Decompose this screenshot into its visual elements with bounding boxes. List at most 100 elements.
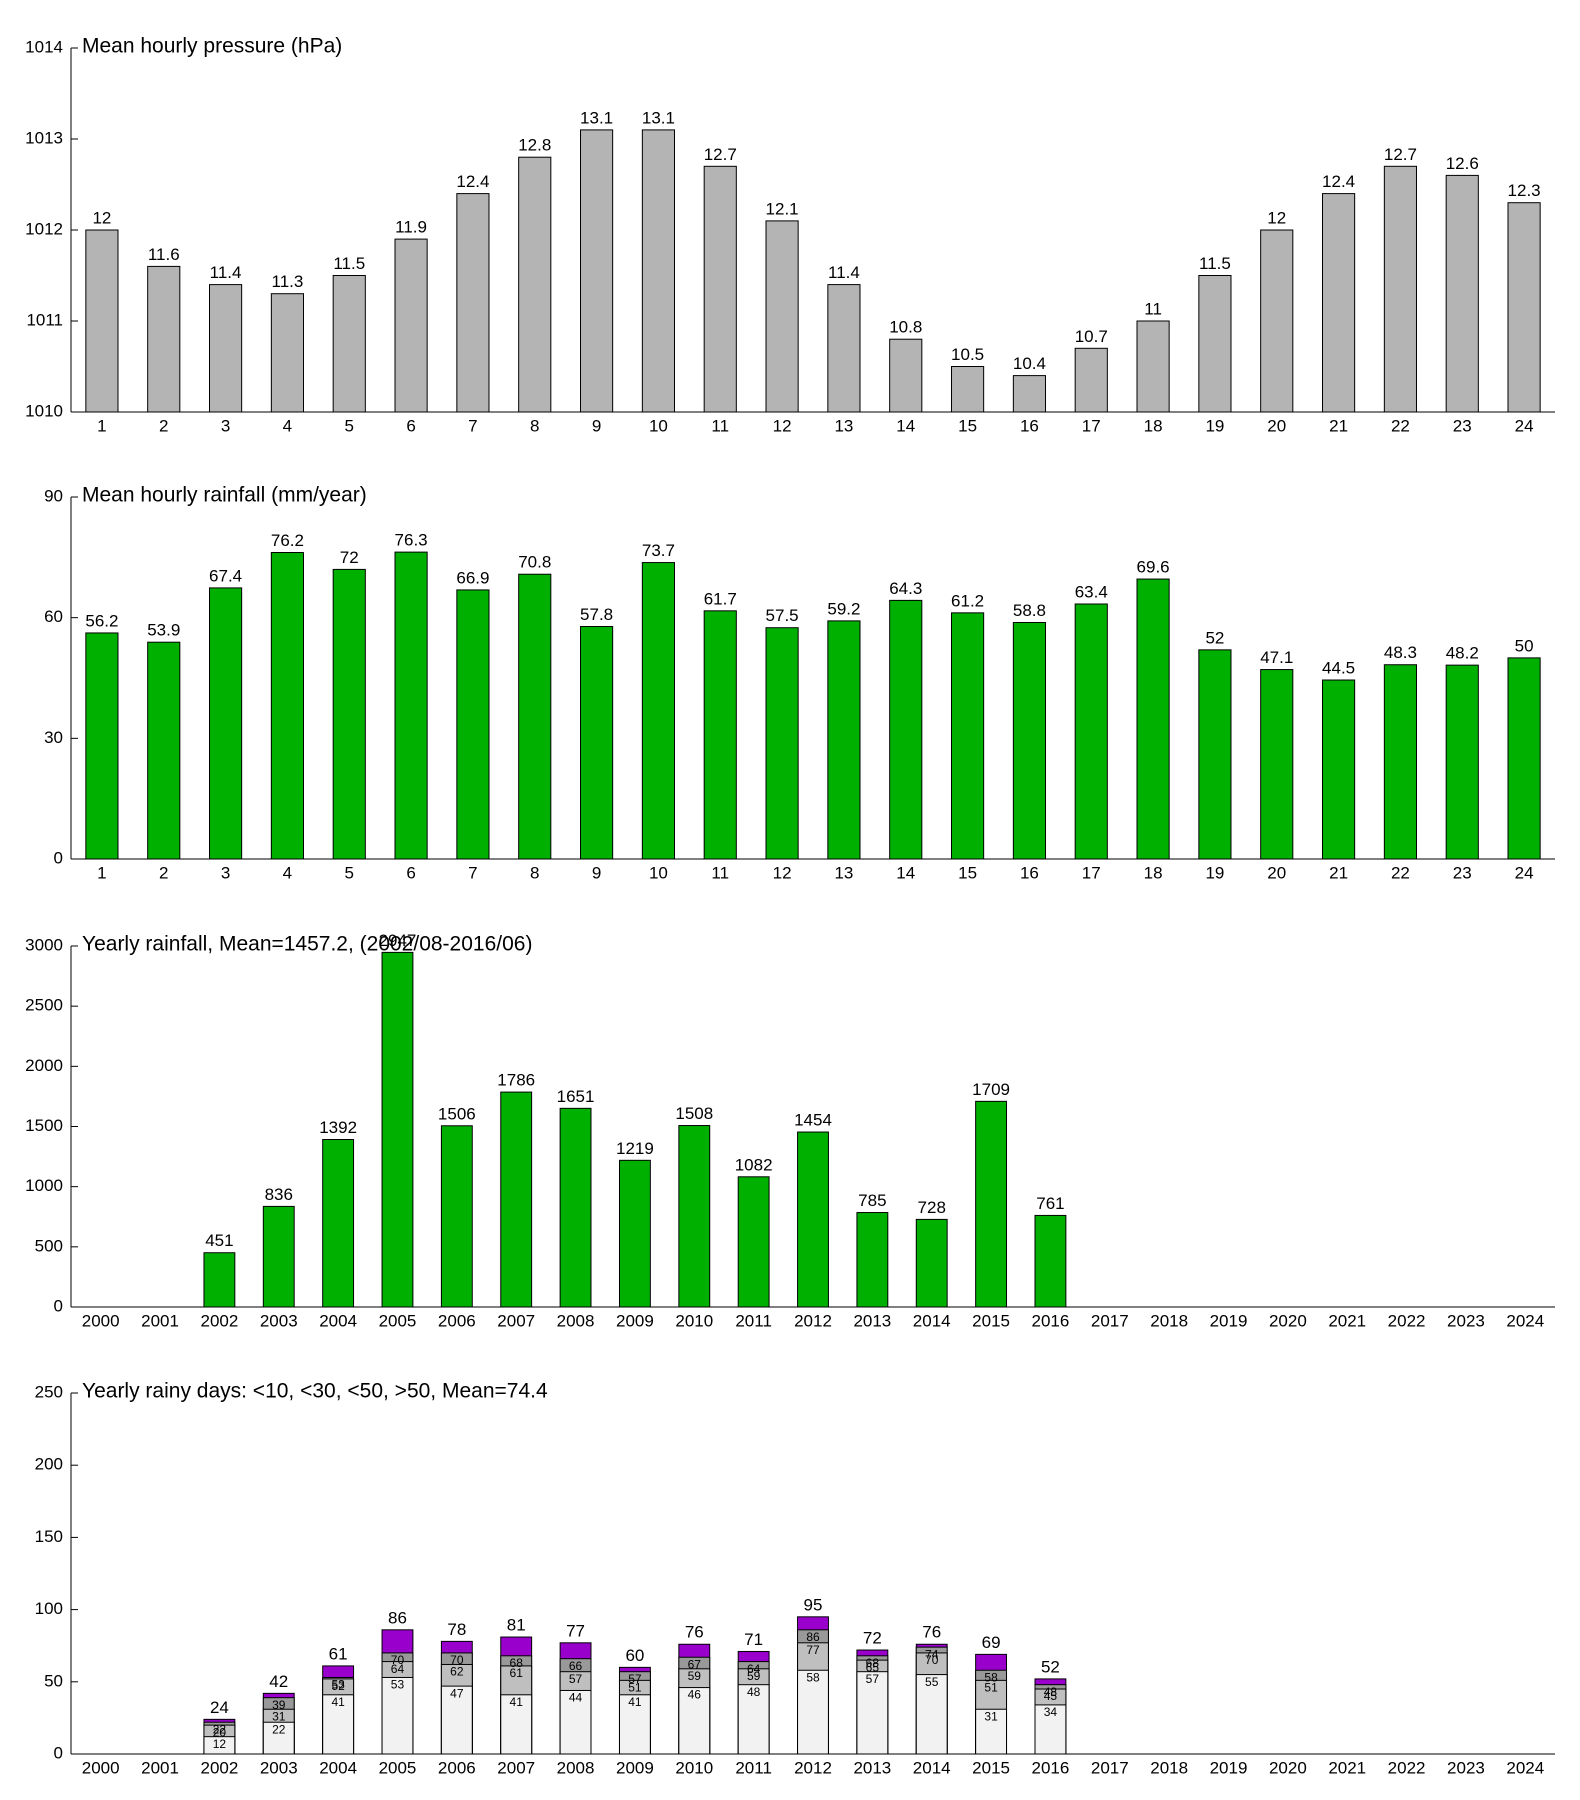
bar-segment: [381, 1676, 414, 1755]
x-tick-label: 2007: [497, 1758, 535, 1777]
value-label: 78: [447, 1620, 466, 1639]
x-tick-label: 2: [159, 416, 168, 435]
bar: [85, 632, 119, 860]
value-label: 53.9: [147, 621, 180, 640]
bar: [1322, 193, 1356, 413]
value-label: 10.5: [951, 345, 984, 364]
value-label: 57.8: [580, 605, 613, 624]
value-label: 63.4: [1075, 582, 1108, 601]
x-tick-label: 2017: [1091, 1758, 1129, 1777]
bar: [559, 1107, 592, 1308]
x-tick-label: 2022: [1388, 1311, 1426, 1330]
x-tick-label: 2000: [82, 1758, 120, 1777]
bar-segment: [618, 1694, 651, 1755]
value-label: 61.2: [951, 591, 984, 610]
x-tick-label: 2005: [379, 1311, 417, 1330]
x-tick-label: 15: [958, 863, 977, 882]
bar: [518, 573, 552, 860]
bar: [618, 1159, 651, 1308]
value-label: 42: [269, 1672, 288, 1691]
bar: [889, 338, 923, 413]
bar-segment: [440, 1685, 473, 1755]
value-label: 48.3: [1384, 643, 1417, 662]
segment-label: 53: [391, 1678, 405, 1692]
bar: [381, 951, 414, 1308]
bar: [1507, 657, 1541, 860]
x-tick-label: 16: [1020, 416, 1039, 435]
value-label: 86: [388, 1608, 407, 1627]
bar: [915, 1218, 948, 1308]
x-tick-label: 2012: [794, 1311, 832, 1330]
value-label: 67.4: [209, 566, 242, 585]
x-tick-label: 18: [1144, 863, 1163, 882]
bar-segment: [322, 1694, 355, 1755]
segment-label: 59: [747, 1669, 761, 1683]
segment-label: 62: [450, 1665, 464, 1679]
value-label: 11.3: [272, 272, 304, 291]
value-label: 70.8: [518, 553, 551, 572]
bar-segment: [678, 1687, 711, 1755]
value-label: 73.7: [642, 541, 675, 560]
segment-label: 70: [391, 1653, 405, 1667]
segment-label: 41: [628, 1695, 642, 1709]
value-label: 76.3: [395, 531, 428, 550]
bar: [951, 366, 985, 413]
x-tick-label: 22: [1391, 416, 1410, 435]
value-label: 836: [265, 1185, 293, 1204]
y-tick-label: 150: [35, 1527, 63, 1546]
segment-label: 20: [213, 1725, 227, 1739]
bar: [703, 610, 737, 860]
x-tick-label: 2020: [1269, 1311, 1307, 1330]
x-tick-label: 7: [468, 416, 477, 435]
bar-segment: [262, 1721, 295, 1755]
x-tick-label: 2020: [1269, 1758, 1307, 1777]
bar-segment: [737, 1684, 770, 1755]
x-tick-label: 2013: [853, 1311, 891, 1330]
bar: [456, 193, 490, 413]
value-label: 59.2: [827, 599, 860, 618]
value-label: 10.4: [1013, 354, 1046, 373]
y-tick-label: 3000: [25, 935, 63, 954]
x-tick-label: 14: [896, 863, 915, 882]
segment-label: 64: [747, 1662, 761, 1676]
x-tick-label: 2012: [794, 1758, 832, 1777]
x-tick-label: 5: [345, 416, 354, 435]
bar: [765, 220, 799, 413]
bar: [797, 1131, 829, 1308]
segment-label: 34: [1044, 1705, 1058, 1719]
y-tick-label: 2000: [25, 1056, 63, 1075]
x-tick-label: 2024: [1506, 1311, 1544, 1330]
value-label: 12.7: [704, 145, 737, 164]
x-tick-label: 2003: [260, 1758, 298, 1777]
segment-label: 51: [628, 1681, 642, 1695]
x-tick-label: 2024: [1506, 1758, 1544, 1777]
x-tick-label: 2023: [1447, 1758, 1485, 1777]
value-label: 11.6: [148, 245, 180, 264]
x-tick-label: 2001: [141, 1758, 179, 1777]
x-tick-label: 2011: [735, 1758, 772, 1777]
x-tick-label: 2019: [1210, 1311, 1248, 1330]
bar-segment: [203, 1736, 236, 1755]
x-tick-label: 24: [1515, 863, 1534, 882]
bar: [1198, 649, 1232, 860]
bar-segment: [559, 1689, 592, 1755]
bar: [394, 551, 428, 860]
x-tick-label: 3: [221, 416, 230, 435]
value-label: 64.3: [889, 579, 922, 598]
x-tick-label: 2003: [260, 1311, 298, 1330]
value-label: 728: [918, 1198, 946, 1217]
value-label: 76: [922, 1623, 941, 1642]
bar: [262, 1205, 295, 1308]
value-label: 12: [92, 208, 111, 227]
x-tick-label: 2002: [200, 1311, 238, 1330]
value-label: 1082: [735, 1155, 773, 1174]
value-label: 52: [1205, 628, 1224, 647]
bar: [1260, 229, 1294, 413]
y-tick-label: 250: [35, 1382, 63, 1401]
bar: [951, 612, 985, 860]
y-tick-label: 200: [35, 1455, 63, 1474]
bar: [856, 1212, 889, 1308]
y-tick-label: 1014: [25, 37, 63, 56]
x-tick-label: 2009: [616, 1758, 654, 1777]
